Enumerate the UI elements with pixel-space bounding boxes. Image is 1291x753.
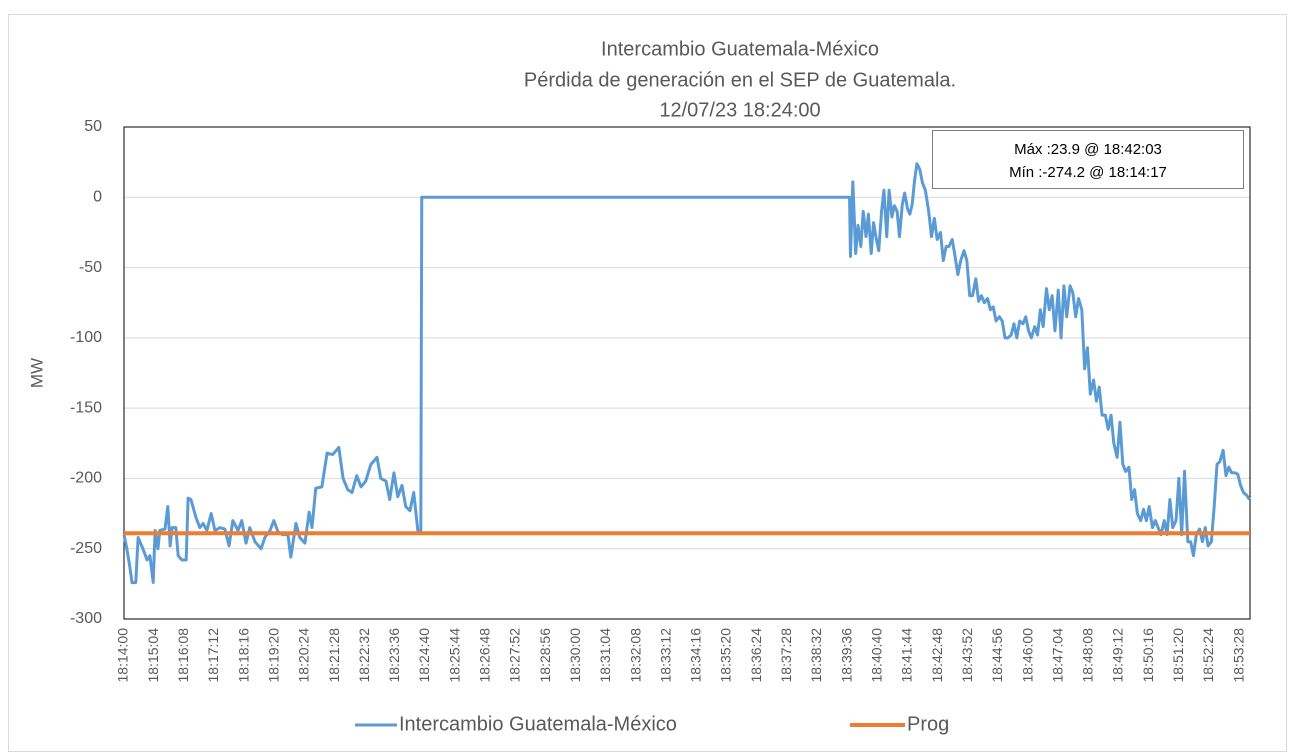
x-tick-label: 18:46:00 xyxy=(1019,628,1035,683)
x-tick-label: 18:48:08 xyxy=(1080,628,1096,683)
x-tick-label: 18:47:04 xyxy=(1049,628,1065,683)
x-tick-label: 18:30:00 xyxy=(567,628,583,683)
x-tick-label: 18:17:12 xyxy=(205,628,221,683)
x-tick-label: 18:40:40 xyxy=(869,628,885,683)
y-tick-label: -300 xyxy=(70,610,102,627)
x-tick-label: 18:35:20 xyxy=(718,628,734,683)
y-tick-label: -50 xyxy=(79,259,102,276)
chart-title: Intercambio Guatemala-México xyxy=(601,38,879,60)
annotation: Mín :-274.2 @ 18:14:17 xyxy=(1009,164,1167,181)
x-tick-label: 18:53:28 xyxy=(1230,628,1246,683)
x-tick-label: 18:49:12 xyxy=(1110,628,1126,683)
x-tick-label: 18:32:08 xyxy=(627,628,643,683)
legend-label: Intercambio Guatemala-México xyxy=(399,713,677,735)
x-tick-label: 18:23:36 xyxy=(386,628,402,683)
y-tick-label: 0 xyxy=(93,189,102,206)
y-tick-label: -250 xyxy=(70,540,102,557)
x-tick-label: 18:42:48 xyxy=(929,628,945,683)
y-axis-label: MW xyxy=(27,358,46,388)
y-tick-label: 50 xyxy=(84,118,102,135)
chart-frame xyxy=(8,14,1287,752)
chart-title: Pérdida de generación en el SEP de Guate… xyxy=(524,69,956,91)
x-tick-label: 18:36:24 xyxy=(748,628,764,683)
x-tick-label: 18:37:28 xyxy=(778,628,794,683)
x-tick-label: 18:19:20 xyxy=(265,628,281,683)
series-line xyxy=(122,162,1251,585)
x-tick-label: 18:18:16 xyxy=(235,628,251,683)
x-tick-label: 18:44:56 xyxy=(989,628,1005,683)
x-tick-label: 18:43:52 xyxy=(959,628,975,683)
x-tick-label: 18:26:48 xyxy=(477,628,493,683)
x-tick-label: 18:39:36 xyxy=(838,628,854,683)
x-tick-label: 18:33:12 xyxy=(657,628,673,683)
chart-title: 12/07/23 18:24:00 xyxy=(659,99,820,121)
x-tick-label: 18:21:28 xyxy=(326,628,342,683)
legend-label: Prog xyxy=(907,713,949,735)
y-tick-label: -150 xyxy=(70,399,102,416)
y-tick-label: -100 xyxy=(70,329,102,346)
x-tick-label: 18:14:00 xyxy=(115,628,131,683)
x-tick-label: 18:34:16 xyxy=(688,628,704,683)
x-tick-label: 18:52:24 xyxy=(1200,628,1216,683)
x-tick-label: 18:31:04 xyxy=(597,628,613,683)
x-tick-label: 18:20:24 xyxy=(296,628,312,683)
x-tick-label: 18:28:56 xyxy=(537,628,553,683)
x-tick-label: 18:25:44 xyxy=(446,628,462,683)
plot-frame xyxy=(123,126,1251,620)
x-tick-label: 18:16:08 xyxy=(175,628,191,683)
x-tick-label: 18:24:40 xyxy=(416,628,432,683)
x-tick-label: 18:38:32 xyxy=(808,628,824,683)
y-tick-label: -200 xyxy=(70,470,102,487)
x-tick-label: 18:27:52 xyxy=(507,628,523,683)
annotation-box xyxy=(932,130,1244,189)
x-tick-label: 18:15:04 xyxy=(145,628,161,683)
annotation: Máx :23.9 @ 18:42:03 xyxy=(1014,141,1162,158)
x-tick-label: 18:51:20 xyxy=(1170,628,1186,683)
x-tick-label: 18:41:44 xyxy=(899,628,915,683)
x-tick-label: 18:50:16 xyxy=(1140,628,1156,683)
x-tick-label: 18:22:32 xyxy=(356,628,372,683)
